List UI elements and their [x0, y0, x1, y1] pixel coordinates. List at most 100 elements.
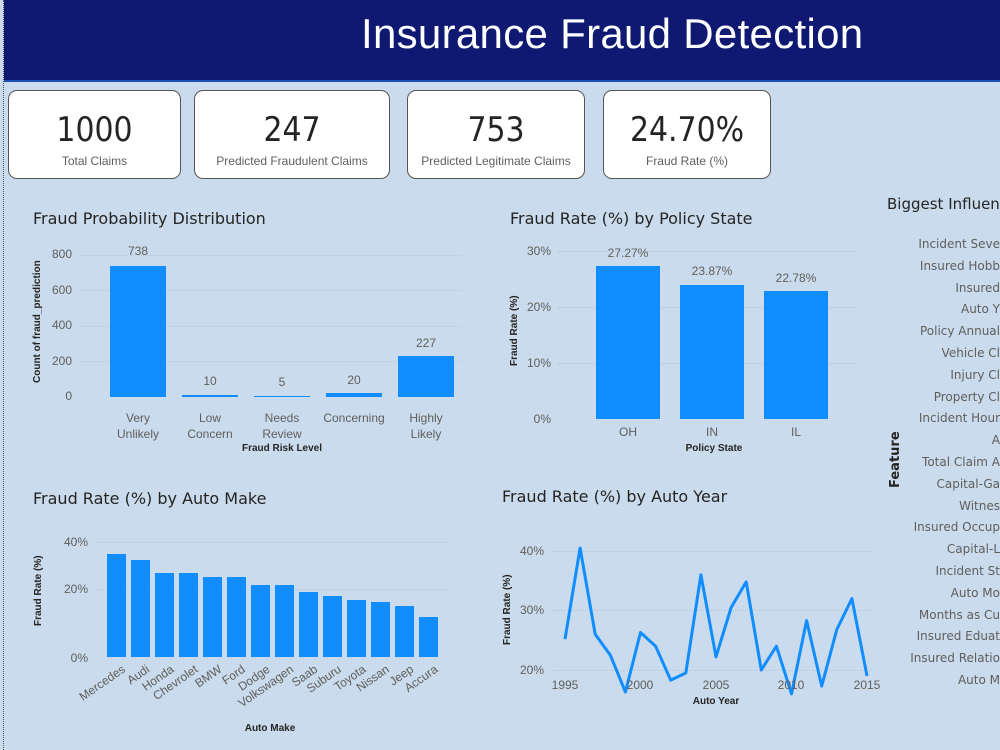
gridline	[98, 542, 448, 543]
y-tick: 40%	[63, 535, 88, 549]
y-tick: 400	[52, 318, 73, 332]
bar-accura[interactable]	[419, 617, 438, 657]
gridline	[558, 251, 858, 252]
bar-low-concern[interactable]	[182, 395, 238, 397]
feature-label[interactable]: Months as Cu	[918, 607, 1000, 622]
x-category-label: Highly Likely	[388, 410, 464, 442]
y-tick: 30%	[519, 603, 544, 617]
feature-label[interactable]: Property Cl	[933, 389, 1000, 404]
feature-label[interactable]: Auto Mo	[950, 585, 1000, 600]
bar-bmw[interactable]	[203, 577, 222, 657]
bar-jeep[interactable]	[395, 606, 414, 657]
chart-title: Fraud Rate (%) by Policy State	[510, 209, 753, 228]
data-label: 27.27%	[607, 246, 649, 260]
bar-oh[interactable]	[596, 266, 660, 419]
bar-needs-review[interactable]	[254, 396, 310, 397]
y-tick: 200	[52, 354, 73, 368]
x-axis-title: Auto Make	[244, 723, 296, 734]
y-tick: 20%	[526, 300, 551, 314]
bar-toyota[interactable]	[347, 600, 366, 657]
kpi-card-fraud-rate[interactable]: 24.70% Fraud Rate (%)	[603, 90, 771, 179]
y-tick: 0%	[70, 651, 88, 665]
gridline	[82, 361, 462, 362]
label-line: Needs	[264, 411, 300, 425]
kpi-label: Fraud Rate (%)	[645, 154, 729, 168]
kpi-value: 247	[263, 110, 321, 150]
feature-label[interactable]: Auto Y	[960, 302, 1000, 317]
x-category-label: Needs Review	[244, 410, 320, 442]
gridline	[552, 670, 872, 671]
bar-honda[interactable]	[155, 573, 174, 657]
feature-label[interactable]: Incident Seve	[918, 237, 1000, 251]
bar-suburu[interactable]	[323, 596, 342, 657]
kpi-card-fraudulent-claims[interactable]: 247 Predicted Fraudulent Claims	[194, 90, 390, 179]
y-tick: 40%	[519, 544, 544, 558]
label-line: Concerning	[323, 411, 385, 425]
x-category-label: Low Concern	[172, 410, 248, 442]
x-axis-title: Fraud Risk Level	[241, 443, 323, 454]
x-category-label: IN	[706, 425, 718, 439]
chart-title: Fraud Probability Distribution	[33, 209, 266, 228]
kpi-value: 753	[467, 110, 525, 150]
kpi-card-total-claims[interactable]: 1000 Total Claims	[8, 90, 181, 179]
label-line: Very	[125, 411, 150, 425]
label-line: Likely	[410, 427, 442, 441]
bar-in[interactable]	[680, 285, 744, 419]
feature-label[interactable]: A	[991, 433, 1000, 448]
feature-label[interactable]: Total Claim A	[922, 455, 1000, 469]
feature-label[interactable]: Injury Cl	[950, 367, 1000, 382]
label-line: Review	[262, 427, 302, 441]
y-tick: 20%	[63, 582, 88, 596]
feature-label[interactable]: Insured	[955, 280, 1000, 295]
x-axis-title: Policy State	[685, 443, 743, 454]
label-line: Highly	[409, 411, 443, 425]
bar-volkswagen[interactable]	[275, 585, 294, 657]
feature-label[interactable]: Insured Hobb	[919, 258, 1000, 273]
y-tick: 600	[52, 283, 73, 297]
data-label: 23.87%	[691, 264, 733, 278]
bar-saab[interactable]	[299, 592, 318, 657]
bar-nissan[interactable]	[371, 602, 390, 657]
feature-label[interactable]: Insured Occup	[913, 520, 1000, 535]
feature-label[interactable]: Vehicle Cl	[941, 346, 1000, 360]
label-line: Concern	[187, 427, 233, 441]
feature-label[interactable]: Auto M	[957, 673, 1000, 687]
chart-title: Fraud Rate (%) by Auto Year	[502, 487, 728, 506]
bar-chevrolet[interactable]	[179, 573, 198, 657]
feature-label[interactable]: Insured Eduat	[916, 629, 1000, 644]
kpi-label: Predicted Legitimate Claims	[421, 154, 571, 168]
label-line: Low	[198, 411, 221, 425]
gridline	[98, 589, 448, 590]
gridline	[82, 255, 462, 256]
bar-dodge[interactable]	[251, 585, 270, 657]
x-tick: 2000	[626, 678, 654, 692]
page-title: Insurance Fraud Detection	[361, 10, 864, 57]
header-banner: Insurance Fraud Detection	[4, 0, 1000, 82]
bar-il[interactable]	[764, 291, 828, 419]
feature-label[interactable]: Capital-L	[946, 542, 1000, 557]
bar-ford[interactable]	[227, 577, 246, 657]
data-label: 10	[203, 374, 217, 388]
data-label: 22.78%	[775, 271, 817, 285]
feature-label[interactable]: Insured Relatio	[910, 651, 1000, 666]
bar-very-unlikely[interactable]	[110, 266, 166, 397]
bar-concerning[interactable]	[326, 393, 382, 397]
bar-mercedes[interactable]	[107, 554, 126, 657]
gridline	[552, 610, 872, 611]
feature-label[interactable]: Incident St	[935, 564, 1000, 578]
panel-title: Biggest Influen	[887, 195, 1000, 213]
y-tick: 30%	[526, 244, 551, 258]
bar-audi[interactable]	[131, 560, 150, 657]
feature-label[interactable]: Witnes	[959, 498, 1000, 513]
x-tick: 1995	[551, 678, 579, 692]
kpi-value: 1000	[56, 110, 133, 150]
data-label: 227	[415, 336, 437, 350]
feature-label[interactable]: Incident Hour	[918, 411, 1000, 426]
feature-label[interactable]: Policy Annual	[919, 324, 1000, 339]
data-label: 20	[347, 373, 361, 387]
kpi-card-legitimate-claims[interactable]: 753 Predicted Legitimate Claims	[407, 90, 585, 179]
bar-highly-likely[interactable]	[398, 356, 454, 397]
feature-label[interactable]: Capital-Ga	[936, 476, 1000, 491]
x-category-label: IL	[790, 425, 801, 439]
